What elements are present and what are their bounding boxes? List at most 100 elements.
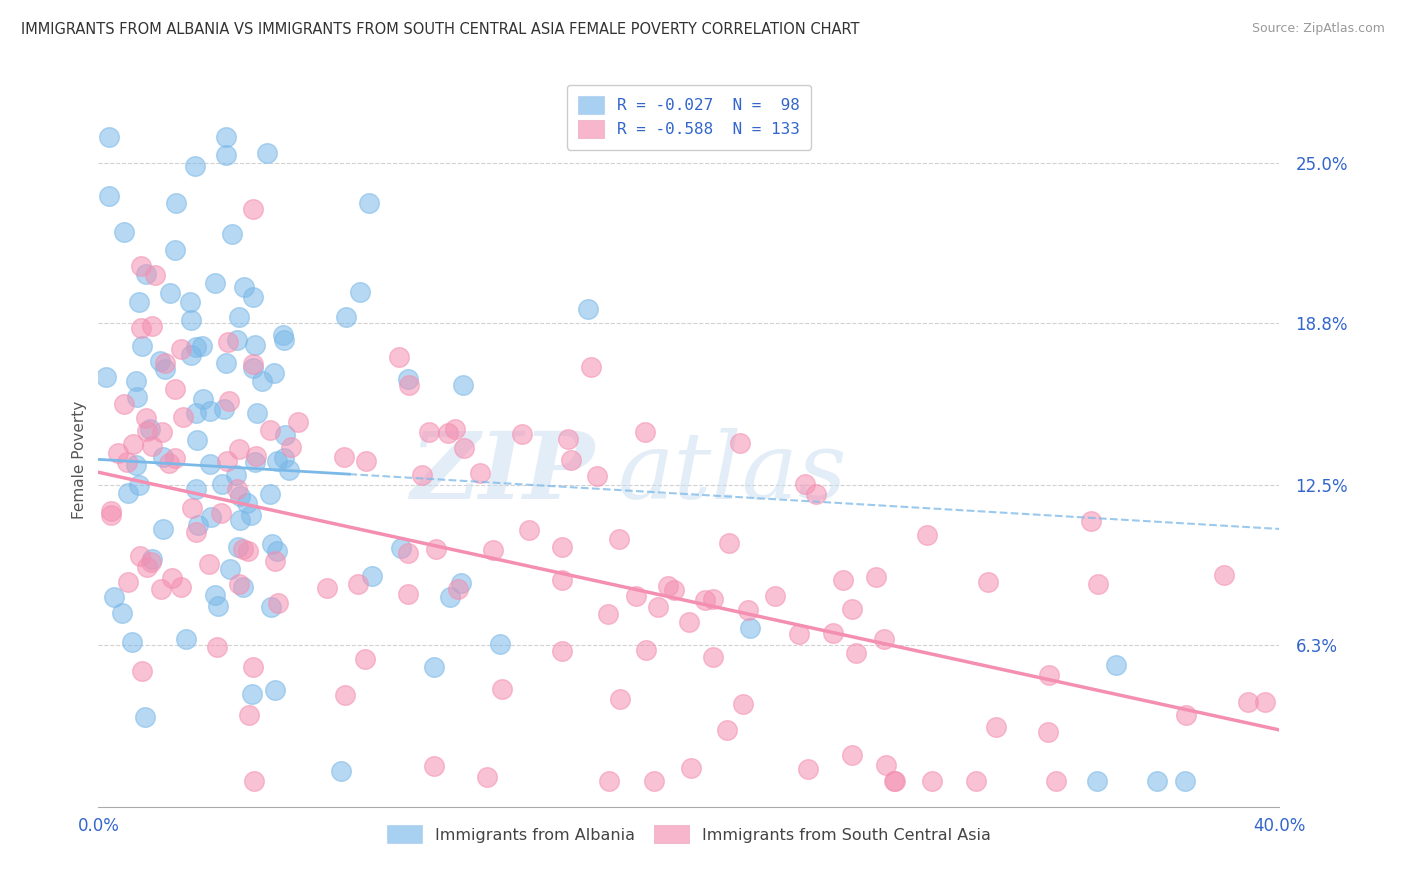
Point [232,581,254,595]
Point [232,542,254,557]
Point [256,145,278,160]
Point [873,632,896,647]
Point [806,487,828,501]
Point [242,357,264,371]
Point [259,487,281,501]
Point [797,762,820,776]
Point [624,589,647,603]
Point [657,579,679,593]
Point [100,504,122,518]
Point [243,774,266,789]
Point [260,600,283,615]
Point [228,442,250,457]
Point [243,455,266,469]
Point [585,468,607,483]
Point [240,687,263,701]
Point [418,425,440,439]
Point [129,259,152,273]
Point [121,436,143,450]
Point [245,406,267,420]
Point [273,333,295,347]
Point [875,757,897,772]
Point [165,382,187,396]
Point [111,607,134,621]
Point [184,159,207,173]
Point [172,410,194,425]
Point [411,467,433,482]
Point [1038,725,1060,739]
Point [450,575,472,590]
Point [170,342,193,356]
Point [232,280,254,294]
Point [346,576,368,591]
Point [128,295,150,310]
Point [129,321,152,335]
Point [139,422,162,436]
Point [716,723,738,737]
Y-axis label: Female Poverty: Female Poverty [72,401,87,518]
Point [481,542,503,557]
Point [180,348,202,362]
Point [333,450,356,464]
Point [738,621,761,635]
Point [607,533,630,547]
Point [97,130,120,145]
Point [135,267,157,281]
Point [117,486,139,500]
Point [198,557,221,571]
Point [717,536,740,550]
Point [264,554,287,568]
Point [225,468,247,483]
Point [186,406,208,420]
Point [153,356,176,370]
Point [174,632,197,646]
Point [915,527,938,541]
Point [1237,695,1260,709]
Legend: Immigrants from Albania, Immigrants from South Central Asia: Immigrants from Albania, Immigrants from… [380,817,998,852]
Point [211,477,233,491]
Point [468,466,491,480]
Point [1174,708,1197,723]
Text: atlas: atlas [619,428,848,518]
Point [103,590,125,604]
Point [662,583,685,598]
Point [98,188,121,202]
Point [152,450,174,464]
Point [681,761,703,775]
Point [280,441,302,455]
Point [491,681,513,696]
Point [179,294,201,309]
Point [135,410,157,425]
Point [100,508,122,522]
Point [215,130,238,145]
Point [598,607,620,621]
Point [634,425,657,439]
Point [186,524,208,539]
Point [191,339,214,353]
Point [242,361,264,376]
Point [266,453,288,467]
Point [643,774,665,789]
Point [228,310,250,324]
Point [789,627,811,641]
Point [159,286,181,301]
Point [357,195,380,210]
Point [139,555,162,569]
Point [425,541,447,556]
Point [107,446,129,460]
Point [184,483,207,497]
Point [702,650,724,665]
Point [609,691,631,706]
Point [112,225,135,239]
Point [215,454,238,468]
Point [636,643,658,657]
Point [841,748,863,763]
Point [212,402,235,417]
Point [354,454,377,468]
Point [396,372,419,386]
Point [125,374,148,388]
Point [112,397,135,411]
Point [1254,695,1277,709]
Point [1087,577,1109,591]
Point [884,774,907,789]
